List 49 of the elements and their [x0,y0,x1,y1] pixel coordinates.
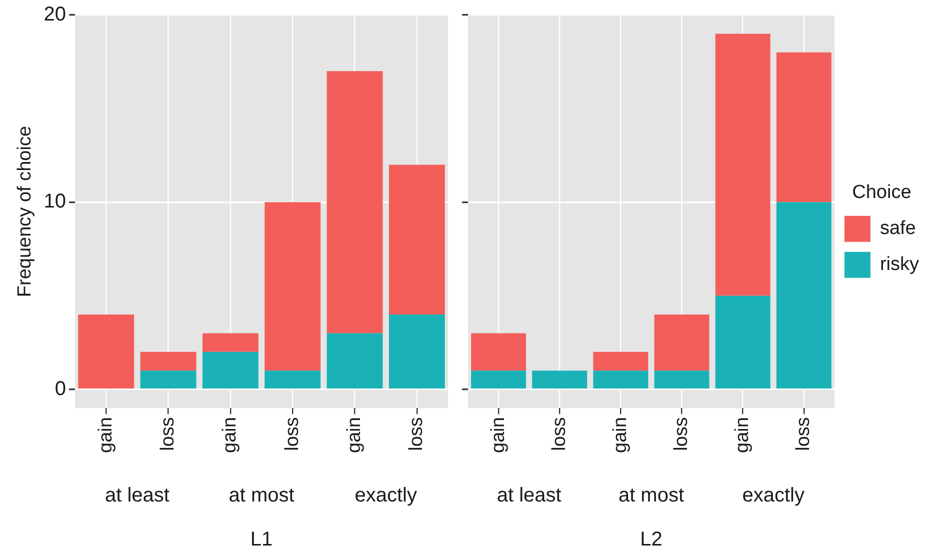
bar [593,352,648,371]
text: at least [496,484,562,507]
y-axis-title: Frequency of choice [14,126,36,298]
legend-label: safe [880,218,916,240]
bar [715,34,770,296]
bar [715,296,770,389]
x-tick-label: loss [548,417,570,451]
x-tick-label: loss [406,417,428,451]
bar [264,202,321,371]
bar [140,370,196,389]
x-tick-label: loss [158,417,179,451]
bar [264,370,321,389]
bar [78,314,134,389]
bar [776,202,832,389]
x-tick-label: gain [732,417,754,453]
bar [532,370,588,389]
text: at most [618,484,684,507]
x-tick-label: gain [220,417,241,453]
bar [654,314,710,371]
x-tick-label: loss [282,417,303,451]
x-tick-label: loss [793,417,814,451]
x-tick-label: gain [610,417,631,453]
bar [388,314,445,389]
legend-title: Choice [852,182,912,203]
x-tick-label: gain [344,417,365,453]
x-axis-title: L1 [250,528,273,551]
x-tick-label: gain [488,417,509,453]
bar [388,164,445,314]
text: at most [228,484,295,507]
x-tick-label: gain [95,417,116,453]
bar [593,370,648,389]
bar [471,370,526,389]
bar [202,352,258,389]
text: at least [104,484,170,507]
bar [776,52,832,202]
bar [654,370,710,389]
legend-label: risky [880,254,920,276]
text: exactly [354,484,417,507]
bar [326,333,383,389]
bar [202,333,258,352]
x-tick-label: loss [671,417,692,451]
text: exactly [742,484,804,507]
y-tick-label: 20 [44,4,66,26]
bar [140,352,196,371]
y-tick-label: 0 [54,378,66,400]
bar [471,333,526,371]
y-tick-label: 10 [44,190,66,213]
bar [326,71,383,334]
x-axis-title: L2 [640,528,662,551]
